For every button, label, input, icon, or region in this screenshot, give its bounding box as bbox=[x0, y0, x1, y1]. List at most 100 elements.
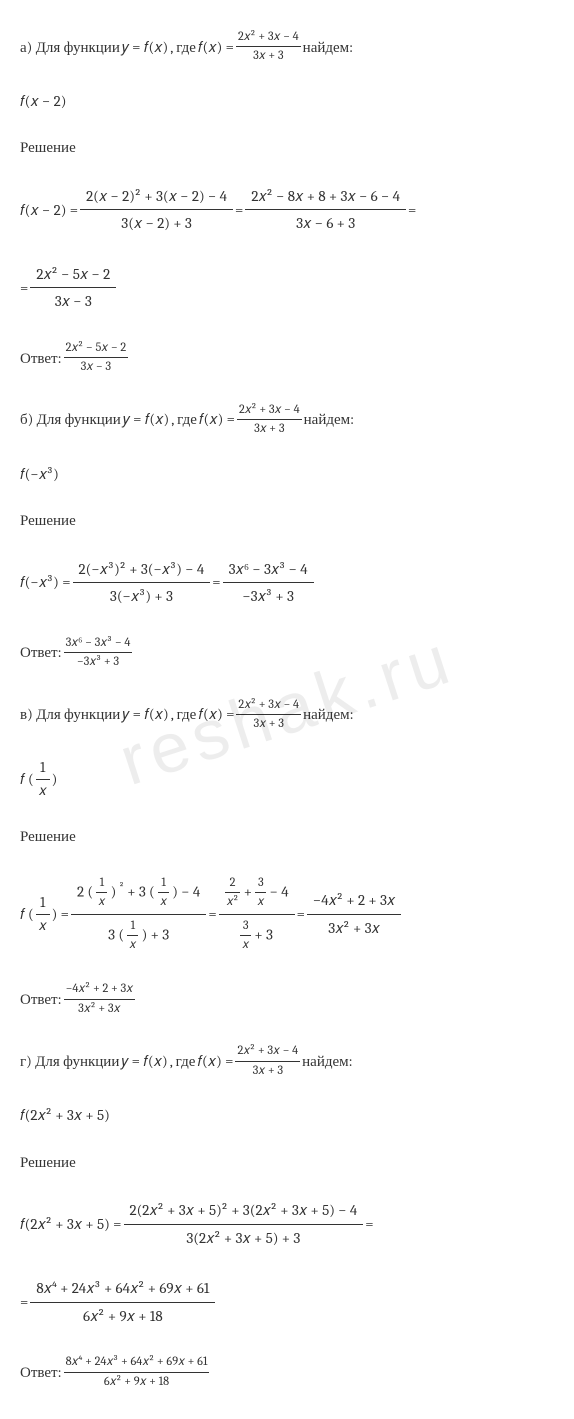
text: найдем: bbox=[304, 408, 354, 431]
fraction: 2 ( 1 𝑥 ) ² + 3 ( 1 𝑥 ) − 4 3 ( 1 𝑥 ) + … bbox=[71, 872, 206, 957]
numerator: 1 bbox=[36, 892, 50, 914]
text: ) bbox=[52, 768, 58, 791]
denominator: 3𝑥² + 3𝑥 bbox=[64, 1000, 136, 1018]
denominator: 3𝑥² + 3𝑥 bbox=[307, 915, 401, 942]
answer-label: Ответ: bbox=[20, 641, 62, 664]
part-v-step1: 𝑓 ( 1 𝑥 ) = 2 ( 1 𝑥 ) ² + 3 ( 1 𝑥 ) − 4 … bbox=[20, 872, 554, 957]
text: найдем: bbox=[302, 1050, 352, 1073]
denominator: 3 ( 1 𝑥 ) + 3 bbox=[71, 915, 206, 957]
numerator: 3 bbox=[255, 874, 266, 893]
numerator: 2(−𝑥³)² + 3(−𝑥³) − 4 bbox=[73, 556, 211, 584]
text: а) Для функции bbox=[20, 36, 120, 59]
denominator: 6𝑥² + 9𝑥 + 18 bbox=[64, 1373, 210, 1391]
part-a-target: 𝑓(𝑥 − 2) bbox=[20, 90, 554, 113]
lhs: 𝑓(𝑥 − 2) = bbox=[20, 199, 78, 222]
eq: 𝑓(𝑥) = bbox=[199, 408, 235, 431]
text: в) Для функции bbox=[20, 703, 120, 726]
part-g-step2: = 8𝑥⁴ + 24𝑥³ + 64𝑥² + 69𝑥 + 61 6𝑥² + 9𝑥 … bbox=[20, 1275, 554, 1329]
denominator: 3(𝑥 − 2) + 3 bbox=[80, 210, 233, 237]
denominator: 3 𝑥 + 3 bbox=[219, 915, 295, 957]
text: , где bbox=[171, 703, 197, 726]
solution-label: Решение bbox=[20, 509, 554, 532]
exponent: ² bbox=[120, 881, 124, 893]
numerator: 2 ( 1 𝑥 ) ² + 3 ( 1 𝑥 ) − 4 bbox=[71, 872, 206, 915]
fraction: 2𝑥² + 3𝑥 − 4 3𝑥 + 3 bbox=[237, 401, 302, 439]
denominator: 3𝑥 + 3 bbox=[236, 715, 301, 733]
fraction: 1 𝑥 bbox=[158, 874, 169, 912]
numerator: 2𝑥² − 5𝑥 − 2 bbox=[64, 339, 129, 358]
numerator: 2 𝑥² + 3 𝑥 − 4 bbox=[219, 872, 295, 915]
numerator: 8𝑥⁴ + 24𝑥³ + 64𝑥² + 69𝑥 + 61 bbox=[30, 1275, 215, 1303]
numerator: 2𝑥² + 3𝑥 − 4 bbox=[236, 28, 301, 47]
text: б) Для функции bbox=[20, 408, 121, 431]
text: найдем: bbox=[303, 703, 353, 726]
denominator: 3𝑥 − 3 bbox=[64, 358, 129, 376]
numerator: 2𝑥² + 3𝑥 − 4 bbox=[235, 1042, 300, 1061]
part-a-intro: а) Для функции 𝑦 = 𝑓(𝑥) , где 𝑓(𝑥) = 2𝑥²… bbox=[20, 28, 554, 66]
part-b-step1: 𝑓(−𝑥³) = 2(−𝑥³)² + 3(−𝑥³) − 4 3(−𝑥³) + 3… bbox=[20, 556, 554, 610]
fraction: 1 𝑥 bbox=[127, 917, 138, 955]
part-a-answer: Ответ: 2𝑥² − 5𝑥 − 2 3𝑥 − 3 bbox=[20, 339, 554, 377]
denominator: 3𝑥 + 3 bbox=[236, 47, 301, 65]
fraction: 1 𝑥 bbox=[36, 892, 50, 936]
part-b-intro: б) Для функции 𝑦 = 𝑓(𝑥) , где 𝑓(𝑥) = 2𝑥²… bbox=[20, 401, 554, 439]
numerator: 2𝑥² − 8𝑥 + 8 + 3𝑥 − 6 − 4 bbox=[245, 183, 406, 211]
denominator: 6𝑥² + 9𝑥 + 18 bbox=[30, 1303, 215, 1330]
text: + 3 ( bbox=[127, 882, 155, 900]
solution-label: Решение bbox=[20, 825, 554, 848]
denominator: −3𝑥³ + 3 bbox=[223, 583, 314, 610]
denominator: 3𝑥 − 3 bbox=[30, 288, 116, 315]
text: , где bbox=[170, 1050, 196, 1073]
numerator: 1 bbox=[36, 757, 50, 779]
fraction: 2(−𝑥³)² + 3(−𝑥³) − 4 3(−𝑥³) + 3 bbox=[73, 556, 211, 610]
eq: 𝑦 = 𝑓(𝑥) bbox=[122, 36, 168, 59]
denominator: 𝑥 bbox=[127, 936, 138, 954]
text: , где bbox=[170, 36, 196, 59]
fraction: 1 𝑥 bbox=[36, 757, 50, 801]
denominator: 𝑥 bbox=[36, 915, 50, 936]
part-a-step1: 𝑓(𝑥 − 2) = 2(𝑥 − 2)² + 3(𝑥 − 2) − 4 3(𝑥 … bbox=[20, 183, 554, 237]
fraction: 8𝑥⁴ + 24𝑥³ + 64𝑥² + 69𝑥 + 61 6𝑥² + 9𝑥 + … bbox=[64, 1353, 210, 1391]
numerator: 2𝑥² + 3𝑥 − 4 bbox=[237, 401, 302, 420]
text: + 3 bbox=[254, 925, 273, 943]
fraction: 2𝑥² − 5𝑥 − 2 3𝑥 − 3 bbox=[64, 339, 129, 377]
fraction: 2𝑥² + 3𝑥 − 4 3𝑥 + 3 bbox=[235, 1042, 300, 1080]
equals: = bbox=[408, 199, 416, 222]
numerator: 3 bbox=[240, 917, 251, 936]
denominator: 𝑥 bbox=[255, 893, 266, 911]
equals: = bbox=[365, 1213, 373, 1236]
equals: = bbox=[235, 199, 243, 222]
eq: 𝑓(𝑥) = bbox=[198, 703, 234, 726]
denominator: 3𝑥 + 3 bbox=[235, 1062, 300, 1080]
equals: = bbox=[212, 571, 220, 594]
denominator: 3𝑥 − 6 + 3 bbox=[245, 210, 406, 237]
answer-label: Ответ: bbox=[20, 347, 62, 370]
numerator: 8𝑥⁴ + 24𝑥³ + 64𝑥² + 69𝑥 + 61 bbox=[64, 1353, 210, 1372]
text: , где bbox=[171, 408, 197, 431]
numerator: −4𝑥² + 2 + 3𝑥 bbox=[64, 980, 136, 999]
lhs: 𝑓(−𝑥³) = bbox=[20, 571, 71, 594]
numerator: 1 bbox=[96, 874, 107, 893]
lhs: 𝑓(2𝑥² + 3𝑥 + 5) = bbox=[20, 1213, 122, 1236]
part-b-target: 𝑓(−𝑥³) bbox=[20, 463, 554, 486]
numerator: 2𝑥² − 5𝑥 − 2 bbox=[30, 261, 116, 289]
text: ) − 4 bbox=[172, 882, 200, 900]
numerator: 3𝑥⁶ − 3𝑥³ − 4 bbox=[223, 556, 314, 584]
denominator: −3𝑥³ + 3 bbox=[64, 653, 133, 671]
numerator: 2 bbox=[225, 874, 241, 893]
equals: = bbox=[20, 277, 28, 300]
part-a-step2: = 2𝑥² − 5𝑥 − 2 3𝑥 − 3 bbox=[20, 261, 554, 315]
part-g-target: 𝑓(2𝑥² + 3𝑥 + 5) bbox=[20, 1104, 554, 1127]
fraction: 3 𝑥 bbox=[240, 917, 251, 955]
fraction: 2𝑥² + 3𝑥 − 4 3𝑥 + 3 bbox=[236, 696, 301, 734]
text: 2 ( bbox=[77, 882, 93, 900]
fraction: 2𝑥² − 8𝑥 + 8 + 3𝑥 − 6 − 4 3𝑥 − 6 + 3 bbox=[245, 183, 406, 237]
text: 𝑓 ( bbox=[20, 903, 34, 926]
numerator: 1 bbox=[127, 917, 138, 936]
part-g-answer: Ответ: 8𝑥⁴ + 24𝑥³ + 64𝑥² + 69𝑥 + 61 6𝑥² … bbox=[20, 1353, 554, 1391]
part-g-step1: 𝑓(2𝑥² + 3𝑥 + 5) = 2(2𝑥² + 3𝑥 + 5)² + 3(2… bbox=[20, 1197, 554, 1251]
text: ) + 3 bbox=[142, 925, 170, 943]
numerator: −4𝑥² + 2 + 3𝑥 bbox=[307, 887, 401, 915]
text: ) = bbox=[52, 903, 69, 926]
fraction: −4𝑥² + 2 + 3𝑥 3𝑥² + 3𝑥 bbox=[307, 887, 401, 941]
